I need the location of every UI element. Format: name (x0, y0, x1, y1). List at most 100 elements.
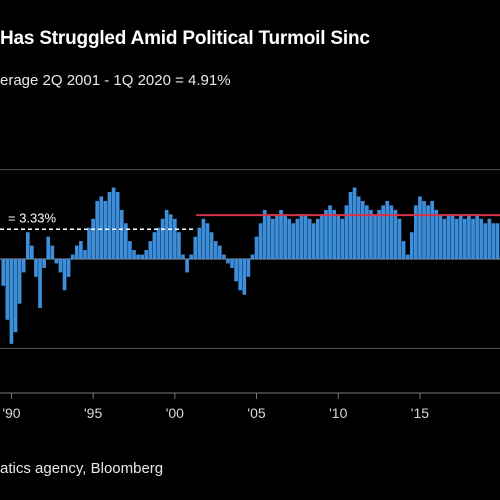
growth-bars (1, 187, 500, 344)
bar (450, 214, 455, 259)
bar (303, 214, 308, 259)
bar (66, 259, 71, 277)
bar (393, 209, 398, 259)
bar (83, 250, 87, 259)
bar (185, 259, 189, 273)
bar (283, 214, 287, 259)
bar (140, 254, 144, 259)
bar (234, 259, 238, 282)
bar (38, 259, 42, 309)
bar (205, 223, 210, 259)
bar (238, 259, 243, 291)
bar (70, 254, 75, 259)
bar (266, 214, 271, 259)
bar (123, 223, 128, 259)
bar (315, 218, 320, 259)
bar (422, 200, 426, 259)
bar (164, 209, 169, 259)
bar (160, 218, 165, 259)
bar (21, 259, 26, 273)
x-axis-ticks: '90 '95 '00 '05 '10 '15 (2, 393, 429, 421)
bar (271, 218, 275, 259)
bar (197, 227, 202, 259)
bar (99, 196, 104, 259)
bar (487, 218, 492, 259)
average-label: = 3.33% (8, 210, 57, 225)
bar (475, 214, 479, 259)
bar (348, 192, 353, 259)
bar (5, 259, 10, 320)
bar (381, 205, 386, 259)
bar (405, 254, 410, 259)
bar (471, 218, 475, 259)
bar (46, 236, 51, 259)
bar (156, 227, 161, 259)
bar (30, 245, 34, 259)
bar (25, 232, 30, 259)
bar (58, 259, 63, 273)
x-tick-label: '90 (2, 405, 20, 421)
bar (9, 259, 14, 344)
bar (148, 241, 153, 259)
bar (377, 209, 381, 259)
bar (324, 209, 328, 259)
bar (181, 254, 185, 259)
bar (136, 254, 140, 259)
bar (369, 209, 373, 259)
bar (311, 223, 316, 259)
bar (360, 200, 365, 259)
chart-subtitle: erage 2Q 2001 - 1Q 2020 = 4.91% (0, 72, 231, 89)
bar (340, 218, 345, 259)
bar (373, 214, 377, 259)
x-tick-label: '05 (247, 405, 265, 421)
bar (446, 214, 451, 259)
bar (54, 259, 59, 264)
bar (344, 205, 349, 259)
bar (213, 241, 218, 259)
bar (87, 227, 91, 259)
bar (189, 254, 194, 259)
bar (463, 218, 467, 259)
bar (42, 259, 46, 268)
bar (128, 241, 132, 259)
x-tick-label: '00 (166, 405, 184, 421)
bar (332, 209, 336, 259)
bar (246, 259, 251, 277)
bar (107, 192, 112, 259)
bar (401, 241, 406, 259)
chart-title: Has Struggled Amid Political Turmoil Sin… (0, 28, 370, 49)
bar (418, 196, 422, 259)
bar (364, 205, 369, 259)
bar (438, 214, 443, 259)
bar (152, 232, 157, 259)
bar (91, 218, 95, 259)
bar (320, 214, 324, 259)
bar (262, 209, 267, 259)
bar (115, 192, 120, 259)
bar (442, 218, 447, 259)
x-tick-label: '15 (411, 405, 429, 421)
bar (62, 259, 67, 291)
bar (254, 236, 259, 259)
bar (328, 205, 332, 259)
bar (172, 218, 177, 259)
bar (50, 245, 55, 259)
bar (209, 232, 214, 259)
bar (119, 209, 124, 259)
bar (397, 218, 402, 259)
bar (287, 218, 292, 259)
bar (491, 223, 496, 259)
bar (13, 259, 18, 333)
bar (434, 209, 439, 259)
x-tick-label: '10 (329, 405, 347, 421)
bar (479, 218, 484, 259)
bar (307, 218, 312, 259)
bar (201, 218, 206, 259)
bar (217, 245, 222, 259)
bar (279, 209, 283, 259)
bar (454, 218, 459, 259)
bar (144, 250, 149, 259)
bar (250, 254, 255, 259)
bar (483, 223, 488, 259)
